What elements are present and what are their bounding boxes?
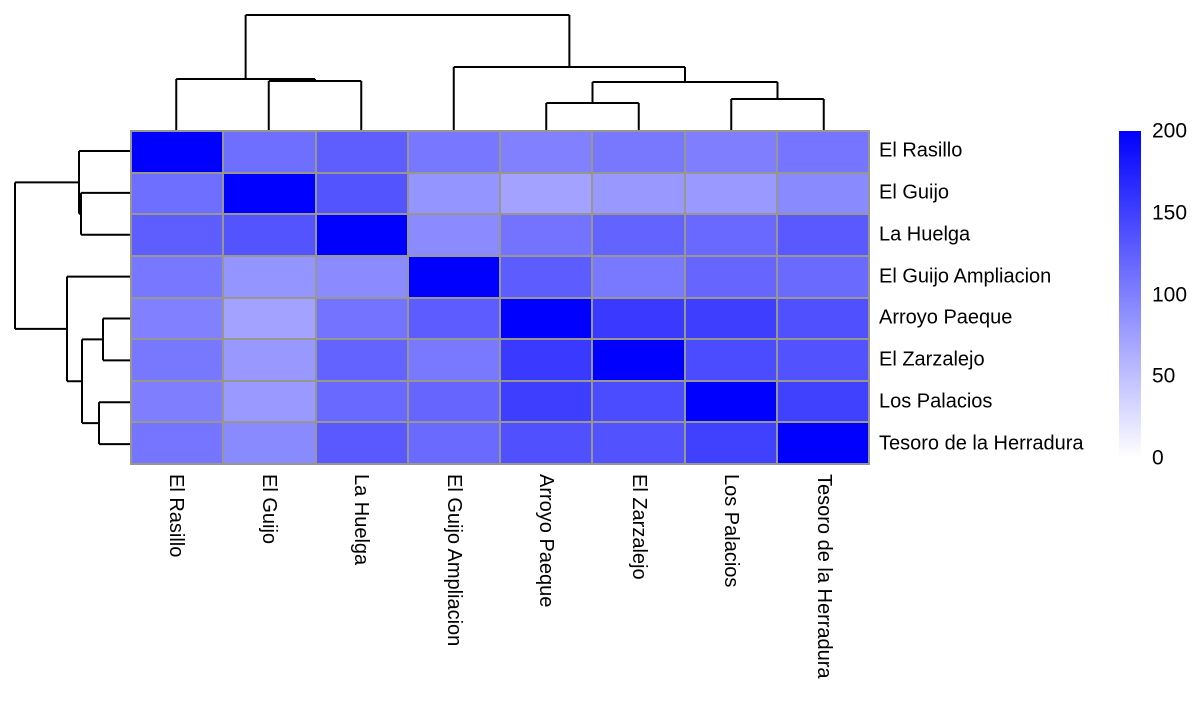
col-label: Arroyo Paeque	[535, 474, 558, 608]
heatmap-cell	[777, 298, 868, 339]
heatmap-cell	[501, 256, 592, 297]
heatmap-cell	[224, 298, 315, 339]
heatmap-cell	[777, 423, 868, 463]
colorbar-tick-label: 0	[1152, 446, 1164, 470]
heatmap-cell	[224, 215, 315, 255]
row-label: Tesoro de la Herradura	[879, 432, 1084, 455]
heatmap-cell	[224, 173, 315, 214]
heatmap-cell	[316, 132, 407, 172]
heatmap-cell	[316, 256, 407, 297]
colorbar-tick-label: 150	[1152, 201, 1188, 225]
heatmap-cell	[685, 298, 776, 339]
heatmap-cell	[132, 298, 223, 339]
heatmap-cell	[777, 256, 868, 297]
heatmap-cell	[777, 173, 868, 214]
col-label: El Zarzalejo	[627, 474, 650, 580]
heatmap-cell	[224, 132, 315, 172]
heatmap-cell	[408, 132, 499, 172]
row-label: Los Palacios	[879, 390, 993, 413]
heatmap-cell	[777, 132, 868, 172]
colorbar-gradient	[1119, 131, 1141, 458]
heatmap-cell	[777, 215, 868, 255]
heatmap-cell	[501, 215, 592, 255]
heatmap-cell	[316, 423, 407, 463]
heatmap-cell	[685, 173, 776, 214]
heatmap-cell	[501, 423, 592, 463]
col-label: El Guijo Ampliacion	[442, 474, 465, 647]
heatmap-cell	[593, 298, 684, 339]
heatmap-cell	[132, 423, 223, 463]
heatmap-cell	[685, 423, 776, 463]
top-dendrogram	[175, 14, 825, 130]
col-label: Tesoro de la Herradura	[812, 474, 835, 679]
heatmap-cell	[685, 340, 776, 380]
heatmap-cell	[685, 132, 776, 172]
heatmap-cell	[593, 215, 684, 255]
colorbar-tick-label: 100	[1152, 283, 1188, 306]
heatmap-cell	[501, 381, 592, 422]
heatmap-cell	[593, 256, 684, 297]
heatmap-cell	[408, 173, 499, 214]
colorbar-tick-label: 50	[1152, 364, 1176, 388]
colorbar-tick-label: 200	[1152, 119, 1188, 143]
heatmap-cell	[685, 256, 776, 297]
heatmap-cell	[132, 173, 223, 214]
heatmap-cell	[593, 132, 684, 172]
heatmap-cell	[316, 298, 407, 339]
col-label: Los Palacios	[720, 474, 743, 588]
heatmap-cell	[316, 215, 407, 255]
heatmap-cell	[593, 381, 684, 422]
heatmap-cell	[224, 381, 315, 422]
heatmap-cell	[593, 423, 684, 463]
heatmap-cell	[501, 132, 592, 172]
heatmap-cell	[777, 340, 868, 380]
heatmap-cell	[132, 381, 223, 422]
heatmap-cell	[408, 256, 499, 297]
heatmap-cell	[501, 298, 592, 339]
heatmap-cell	[224, 256, 315, 297]
heatmap-cell	[408, 423, 499, 463]
row-label: El Rasillo	[879, 139, 963, 162]
col-label: El Guijo	[257, 474, 280, 545]
heatmap-cell	[132, 340, 223, 380]
heatmap-cell	[593, 173, 684, 214]
heatmap-cell	[408, 298, 499, 339]
heatmap-cell	[408, 340, 499, 380]
heatmap-cell	[685, 381, 776, 422]
heatmap-cell	[316, 381, 407, 422]
heatmap-cell	[408, 381, 499, 422]
heatmap-cell	[685, 215, 776, 255]
heatmap-cell	[593, 340, 684, 380]
heatmap-cell	[132, 215, 223, 255]
row-label: El Guijo	[879, 181, 950, 204]
row-label: El Zarzalejo	[879, 348, 985, 371]
left-dendrogram	[14, 149, 130, 446]
heatmap-cell	[316, 340, 407, 380]
col-label: La Huelga	[350, 474, 373, 566]
heatmap-cell	[224, 423, 315, 463]
row-label: El Guijo Ampliacion	[879, 265, 1052, 288]
heatmap-cell	[132, 256, 223, 297]
row-label: La Huelga	[879, 223, 971, 246]
heatmap-cell	[501, 340, 592, 380]
col-label: El Rasillo	[165, 474, 188, 558]
heatmap-cell	[132, 132, 223, 172]
heatmap-cell	[316, 173, 407, 214]
heatmap-grid	[130, 130, 870, 465]
heatmap-cell	[777, 381, 868, 422]
heatmap-cell	[501, 173, 592, 214]
heatmap-cell	[224, 340, 315, 380]
heatmap-cell	[408, 215, 499, 255]
row-label: Arroyo Paeque	[879, 306, 1013, 329]
